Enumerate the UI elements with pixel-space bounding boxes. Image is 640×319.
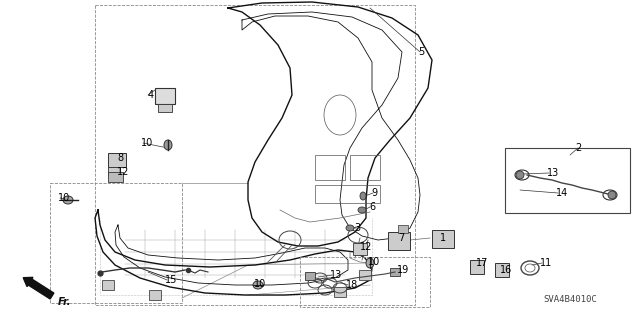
FancyArrow shape [23, 277, 54, 299]
Text: 16: 16 [500, 265, 512, 275]
Bar [350, 155, 380, 180]
Text: 10: 10 [368, 257, 380, 267]
Text: 4: 4 [148, 90, 154, 100]
Text: 17: 17 [476, 258, 488, 268]
Text: 9: 9 [371, 188, 377, 198]
Bar [108, 167, 120, 175]
Bar [505, 148, 630, 213]
Bar [300, 257, 430, 307]
Bar [108, 153, 126, 167]
Text: 5: 5 [418, 47, 424, 57]
Bar [102, 280, 114, 290]
Text: Fr.: Fr. [58, 297, 72, 307]
Text: 14: 14 [556, 188, 568, 198]
Text: 10: 10 [58, 193, 70, 203]
Text: 12: 12 [360, 242, 372, 252]
Ellipse shape [516, 171, 524, 179]
Text: 18: 18 [346, 280, 358, 290]
Bar [495, 263, 509, 277]
Bar [50, 183, 182, 303]
Bar [155, 88, 175, 104]
Text: SVA4B4010C: SVA4B4010C [543, 295, 597, 305]
Text: 12: 12 [117, 167, 129, 177]
Text: 13: 13 [330, 270, 342, 280]
Bar [158, 104, 172, 112]
Text: 1: 1 [440, 233, 446, 243]
Text: 11: 11 [540, 258, 552, 268]
Ellipse shape [164, 140, 172, 150]
Text: 15: 15 [165, 275, 177, 285]
Text: 10: 10 [254, 279, 266, 289]
Text: 2: 2 [575, 143, 581, 153]
Bar [359, 270, 371, 280]
Bar [388, 232, 410, 250]
Text: 3: 3 [354, 223, 360, 233]
Bar [334, 287, 346, 297]
Bar [315, 185, 380, 203]
Text: 19: 19 [397, 265, 409, 275]
Bar [149, 290, 161, 300]
Ellipse shape [358, 207, 366, 213]
Bar [315, 155, 345, 180]
Bar [390, 268, 400, 276]
Text: 8: 8 [117, 153, 123, 163]
Ellipse shape [360, 192, 366, 200]
Ellipse shape [346, 225, 354, 231]
Bar [305, 272, 315, 280]
Text: 6: 6 [369, 202, 375, 212]
Ellipse shape [366, 258, 374, 268]
Bar [353, 243, 367, 255]
Text: 7: 7 [398, 233, 404, 243]
Bar [398, 225, 408, 233]
Text: 10: 10 [141, 138, 153, 148]
Ellipse shape [253, 281, 263, 289]
Ellipse shape [63, 196, 73, 204]
Bar [432, 230, 454, 248]
Bar [470, 260, 484, 274]
Bar [108, 172, 123, 182]
Bar [95, 5, 415, 305]
Ellipse shape [608, 191, 616, 199]
Text: 13: 13 [547, 168, 559, 178]
